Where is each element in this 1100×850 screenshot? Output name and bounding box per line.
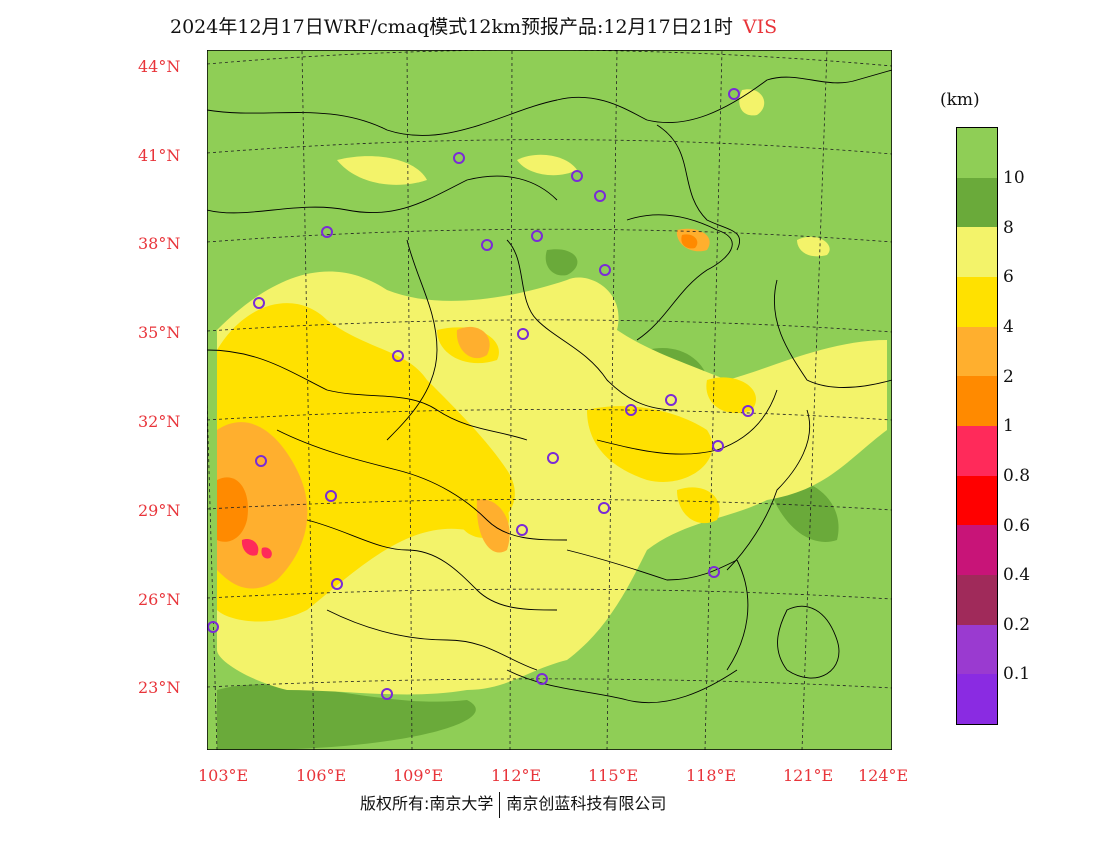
lon-label-109: 109°E [393, 766, 444, 785]
station-markers [207, 88, 754, 700]
station-marker[interactable] [599, 264, 611, 276]
map-canvas [196, 49, 893, 751]
legend-color-box [957, 128, 997, 179]
legend-color-box [957, 525, 997, 576]
station-marker[interactable] [255, 455, 267, 467]
legend-color-box [957, 575, 997, 626]
lat-label-26: 26°N [138, 590, 181, 609]
station-marker[interactable] [728, 88, 740, 100]
station-marker[interactable] [207, 621, 219, 633]
legend-unit: (km) [940, 90, 980, 110]
station-marker[interactable] [381, 688, 393, 700]
lon-label-124: 124°E [858, 766, 909, 785]
legend-tick-6: 6 [1003, 267, 1014, 287]
legend-tick-0.1: 0.1 [1003, 664, 1031, 684]
map-title: 2024年12月17日WRF/cmaq模式12km预报产品:12月17日21时 V… [170, 12, 777, 39]
vis-0.8-1-zones [241, 539, 272, 559]
station-marker[interactable] [453, 152, 465, 164]
station-marker[interactable] [321, 226, 333, 238]
lon-label-121: 121°E [783, 766, 834, 785]
legend-tick-0.6: 0.6 [1003, 516, 1031, 536]
station-marker[interactable] [325, 490, 337, 502]
station-marker[interactable] [516, 524, 528, 536]
legend-color-box [957, 624, 997, 675]
station-marker[interactable] [594, 190, 606, 202]
vis-1-2-zones [217, 234, 698, 542]
legend-tick-2: 2 [1003, 367, 1014, 387]
footer-divider [499, 791, 501, 818]
copyright-right: 南京创蓝科技有限公司 [506, 794, 667, 813]
title-text: 2024年12月17日WRF/cmaq模式12km预报产品:12月17日21时 [170, 16, 733, 38]
station-marker[interactable] [665, 394, 677, 406]
station-marker[interactable] [392, 350, 404, 362]
legend-color-box [957, 475, 997, 526]
station-marker[interactable] [531, 230, 543, 242]
station-marker[interactable] [625, 404, 637, 416]
legend-tick-10: 10 [1003, 168, 1025, 188]
lat-label-41: 41°N [138, 146, 181, 165]
legend-tick-8: 8 [1003, 218, 1014, 238]
legend-color-box [957, 426, 997, 477]
station-marker[interactable] [571, 170, 583, 182]
lon-label-118: 118°E [686, 766, 737, 785]
legend-color-box [957, 277, 997, 328]
lat-label-44: 44°N [138, 57, 181, 76]
station-marker[interactable] [517, 328, 529, 340]
lon-label-103: 103°E [198, 766, 249, 785]
legend-color-box [957, 177, 997, 228]
station-marker[interactable] [547, 452, 559, 464]
legend-tick-0.8: 0.8 [1003, 466, 1031, 486]
station-marker[interactable] [253, 297, 265, 309]
legend-tick-0.2: 0.2 [1003, 615, 1031, 635]
station-marker[interactable] [536, 673, 548, 685]
copyright-left: 版权所有:南京大学 [360, 794, 494, 813]
station-marker[interactable] [708, 566, 720, 578]
legend-colorbar [956, 127, 998, 725]
station-marker[interactable] [712, 440, 724, 452]
legend-color-box [957, 326, 997, 377]
copyright-footer: 版权所有:南京大学 南京创蓝科技有限公司 [360, 790, 666, 818]
visibility-map [196, 49, 893, 751]
lat-label-23: 23°N [138, 678, 181, 697]
legend-color-box [957, 674, 997, 725]
legend-tick-0.4: 0.4 [1003, 565, 1031, 585]
lat-label-38: 38°N [138, 234, 181, 253]
lon-label-106: 106°E [296, 766, 347, 785]
vis-2-4-zones [217, 228, 710, 589]
lat-label-35: 35°N [138, 323, 181, 342]
legend-color-box [957, 227, 997, 278]
lat-label-29: 29°N [138, 501, 181, 520]
legend-color-box [957, 376, 997, 427]
lon-label-112: 112°E [491, 766, 542, 785]
legend-tick-1: 1 [1003, 416, 1014, 436]
station-marker[interactable] [742, 405, 754, 417]
station-marker[interactable] [331, 578, 343, 590]
station-marker[interactable] [598, 502, 610, 514]
lon-label-115: 115°E [588, 766, 639, 785]
legend-tick-4: 4 [1003, 317, 1014, 337]
lat-label-32: 32°N [138, 412, 181, 431]
variable-label: VIS [742, 16, 778, 38]
station-marker[interactable] [481, 239, 493, 251]
grid-lines [196, 49, 893, 751]
admin-boundaries [206, 69, 893, 704]
